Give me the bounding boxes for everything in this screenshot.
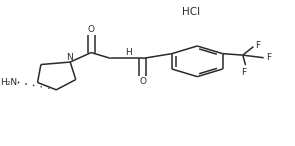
Text: F: F xyxy=(266,53,272,62)
Text: H₂N: H₂N xyxy=(0,78,17,87)
Text: F: F xyxy=(242,68,247,77)
Text: N: N xyxy=(66,53,73,62)
Text: HCl: HCl xyxy=(182,7,200,17)
Text: O: O xyxy=(88,25,95,34)
Text: H: H xyxy=(125,48,132,57)
Text: O: O xyxy=(139,77,146,86)
Text: F: F xyxy=(255,41,261,50)
